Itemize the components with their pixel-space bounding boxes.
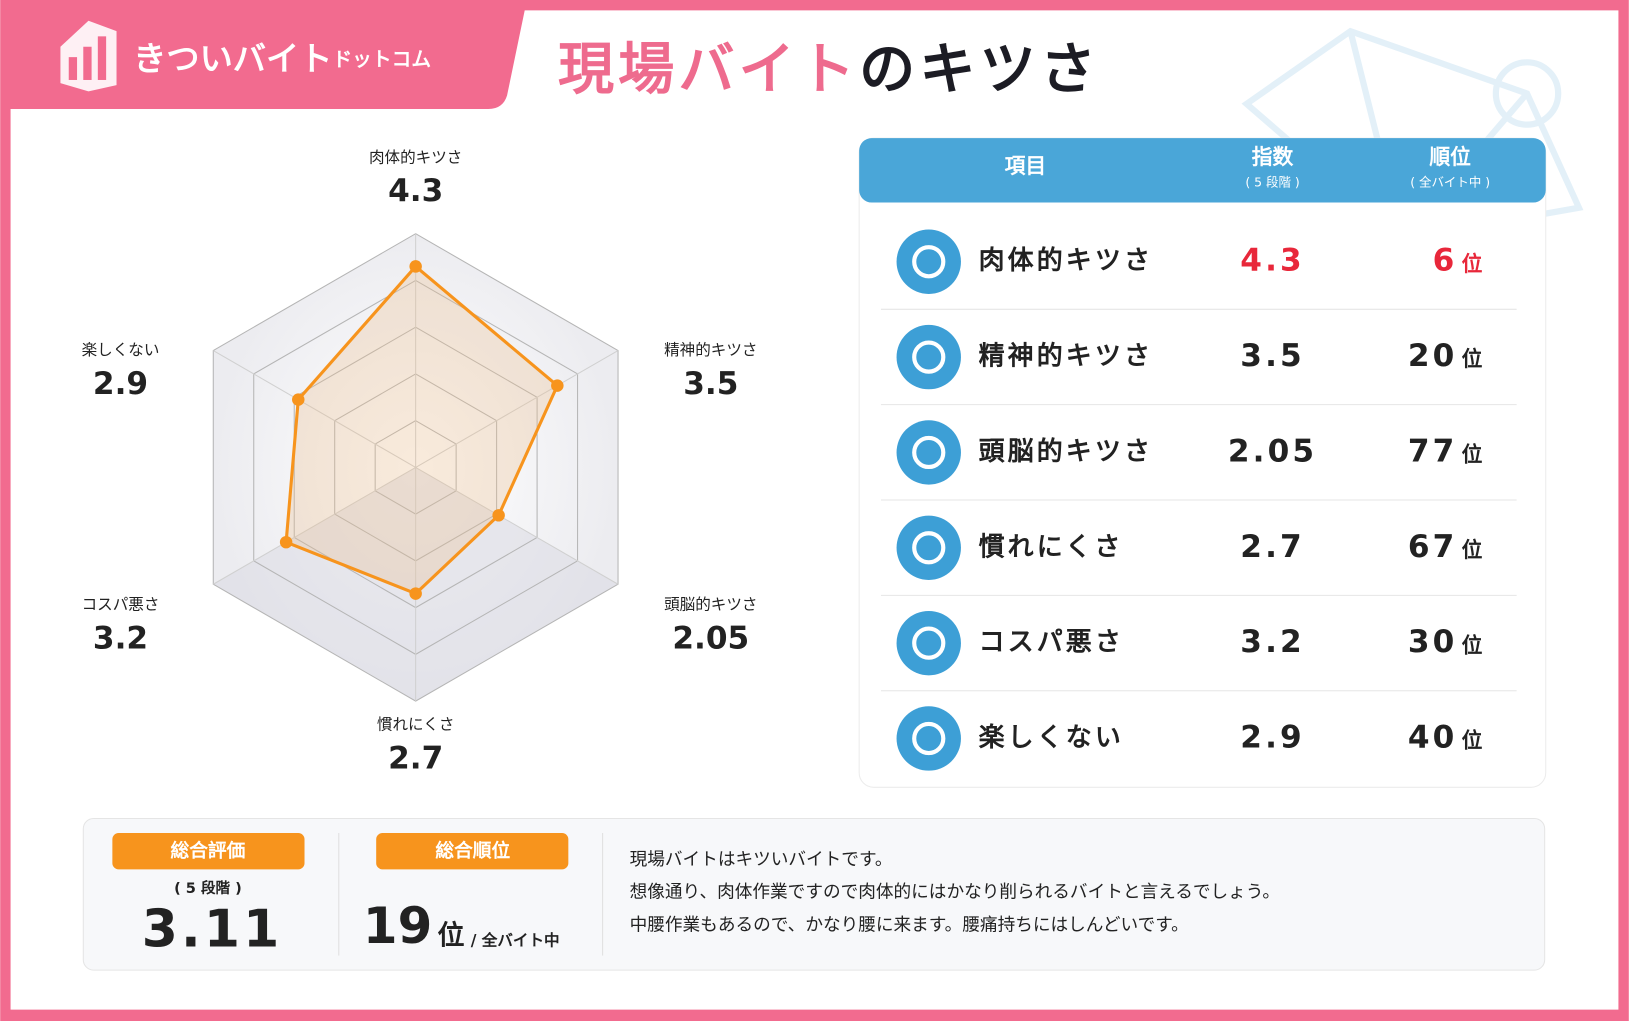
value-label: 4.3 [388,173,443,209]
value-label: 3.5 [683,366,738,402]
row-icon [896,610,961,676]
row-icon-glyph [912,531,946,565]
row-icon [896,324,961,390]
radar-point [279,535,293,549]
column-header: 順位 [1429,145,1471,169]
value-label: 3.2 [93,620,148,656]
row-index: 2.7 [1240,529,1305,565]
radar-point [292,393,305,406]
title: 現場バイトのキツさ [558,37,1100,102]
comment: 想像通り、肉体作業ですので肉体的にはかなり削られるバイトと言えるでしょう。 [630,882,1280,903]
spoke [415,350,619,468]
pill [376,833,569,870]
rank-label: 総合順位 [435,840,510,862]
row-icon [896,420,961,485]
row-label: 頭脳的キツさ [979,436,1153,467]
pill [112,833,305,870]
row-rank-unit: 位 [1462,252,1483,276]
row-icon-glyph [912,435,946,470]
column-header: 指数 [1252,145,1294,169]
comment: 現場バイトはキツいバイトです。 [630,849,893,870]
column-note: ( 全バイト中 ) [1410,174,1490,189]
row-rank: 77 [1408,433,1458,469]
rank-note: / 全バイト中 [471,931,560,950]
row-index: 2.9 [1240,719,1305,755]
row-rank-unit: 位 [1462,633,1483,657]
row-label: コスパ悪さ [979,628,1124,658]
row-rank: 67 [1408,529,1458,565]
row-icon [896,515,961,580]
spoke [213,466,416,585]
rank: 19 [363,897,432,955]
row-label: 精神的キツさ [979,341,1153,372]
row-icon-glyph [912,626,946,660]
radar-point [492,509,505,522]
row-rank: 40 [1408,719,1458,755]
radar-point [409,260,422,273]
score-note: ( 5 段階 ) [174,879,242,897]
row-label: 楽しくない [979,723,1124,753]
row-rank-unit: 位 [1462,538,1483,562]
axis-label: 頭脳的キツさ [664,596,757,614]
column-header: 項目 [1005,154,1047,178]
row-index: 2.05 [1228,433,1317,469]
axis-label: 精神的キツさ [664,341,757,359]
logo-icon [60,20,117,92]
title-highlight: 現場バイト [558,37,859,102]
row-rank: 30 [1408,624,1458,660]
row-icon-glyph [912,245,946,279]
rank-unit: 位 [437,919,464,951]
spoke [213,350,416,468]
row-icon-glyph [912,721,946,756]
row-rank-unit: 位 [1462,729,1483,753]
row-label: 慣れにくさ [979,532,1124,562]
score: 3.11 [142,900,283,960]
axis-label: 楽しくない [82,341,160,359]
radar-point [409,587,422,600]
spoke [415,466,619,585]
row-rank: 20 [1408,338,1458,374]
value-label: 2.9 [93,366,148,402]
table-header [859,138,1546,203]
logo-text: きついバイト [133,39,332,78]
row-icon [896,229,961,294]
logo-sub: ドットコム [332,48,431,71]
row-rank: 6 [1433,243,1458,279]
row-label: 肉体的キツさ [979,245,1153,276]
comment: 中腰作業もあるので、かなり腰に来ます。腰痛持ちにはしんどいです。 [630,914,1189,935]
row-index: 3.2 [1240,624,1305,660]
score-label: 総合評価 [171,840,246,862]
axis-label: コスパ悪さ [82,596,160,614]
row-index: 3.5 [1240,338,1305,374]
axis-label: 肉体的キツさ [369,148,462,166]
row-icon [896,706,961,771]
axis-label: 慣れにくさ [377,715,455,733]
row-rank-unit: 位 [1462,443,1483,467]
title-rest: のキツさ [859,37,1100,102]
row-icon-glyph [912,340,946,374]
value-label: 2.7 [388,740,443,776]
column-note: ( 5 段階 ) [1245,174,1299,189]
logo: きついバイトドットコム [133,39,431,78]
value-label: 2.05 [672,620,749,656]
radar-point [551,379,564,392]
row-index: 4.3 [1240,243,1305,279]
row-rank-unit: 位 [1462,347,1483,371]
